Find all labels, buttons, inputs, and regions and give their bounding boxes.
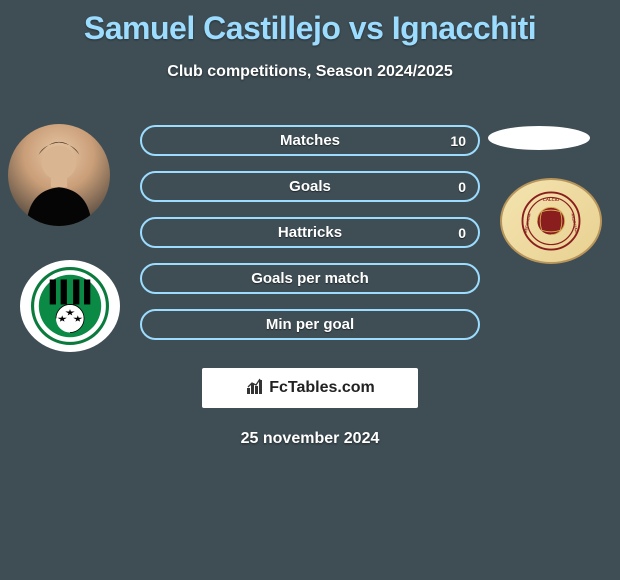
stat-label: Matches (280, 132, 340, 149)
chart-icon (245, 376, 265, 401)
club-left-badge (20, 260, 120, 352)
stat-label: Hattricks (278, 224, 342, 241)
stat-label: Min per goal (266, 316, 354, 333)
stat-right-value: 10 (450, 133, 466, 149)
watermark: FcTables.com (202, 368, 418, 408)
date: 25 november 2024 (0, 430, 620, 448)
stat-right-value: 0 (458, 179, 466, 195)
stat-label: Goals (289, 178, 331, 195)
subtitle: Club competitions, Season 2024/2025 (0, 63, 620, 81)
svg-text:CALCIO: CALCIO (543, 197, 560, 202)
stat-label: Goals per match (251, 270, 369, 287)
stat-row-goals: Goals 0 (140, 171, 480, 202)
stat-row-hattricks: Hattricks 0 (140, 217, 480, 248)
player-left-avatar (8, 124, 110, 226)
svg-text:ASSOCIAZ.: ASSOCIAZ. (570, 213, 578, 234)
watermark-text: FcTables.com (269, 379, 375, 397)
stat-right-value: 0 (458, 225, 466, 241)
stat-row-min-per-goal: Min per goal (140, 309, 480, 340)
club-right-badge: CALCIO REGGIANA ASSOCIAZ. (500, 178, 602, 264)
stat-row-matches: Matches 10 (140, 125, 480, 156)
page-title: Samuel Castillejo vs Ignacchiti (0, 0, 620, 47)
stat-row-goals-per-match: Goals per match (140, 263, 480, 294)
player-right-avatar-placeholder (488, 126, 590, 150)
svg-text:REGGIANA: REGGIANA (524, 213, 532, 234)
